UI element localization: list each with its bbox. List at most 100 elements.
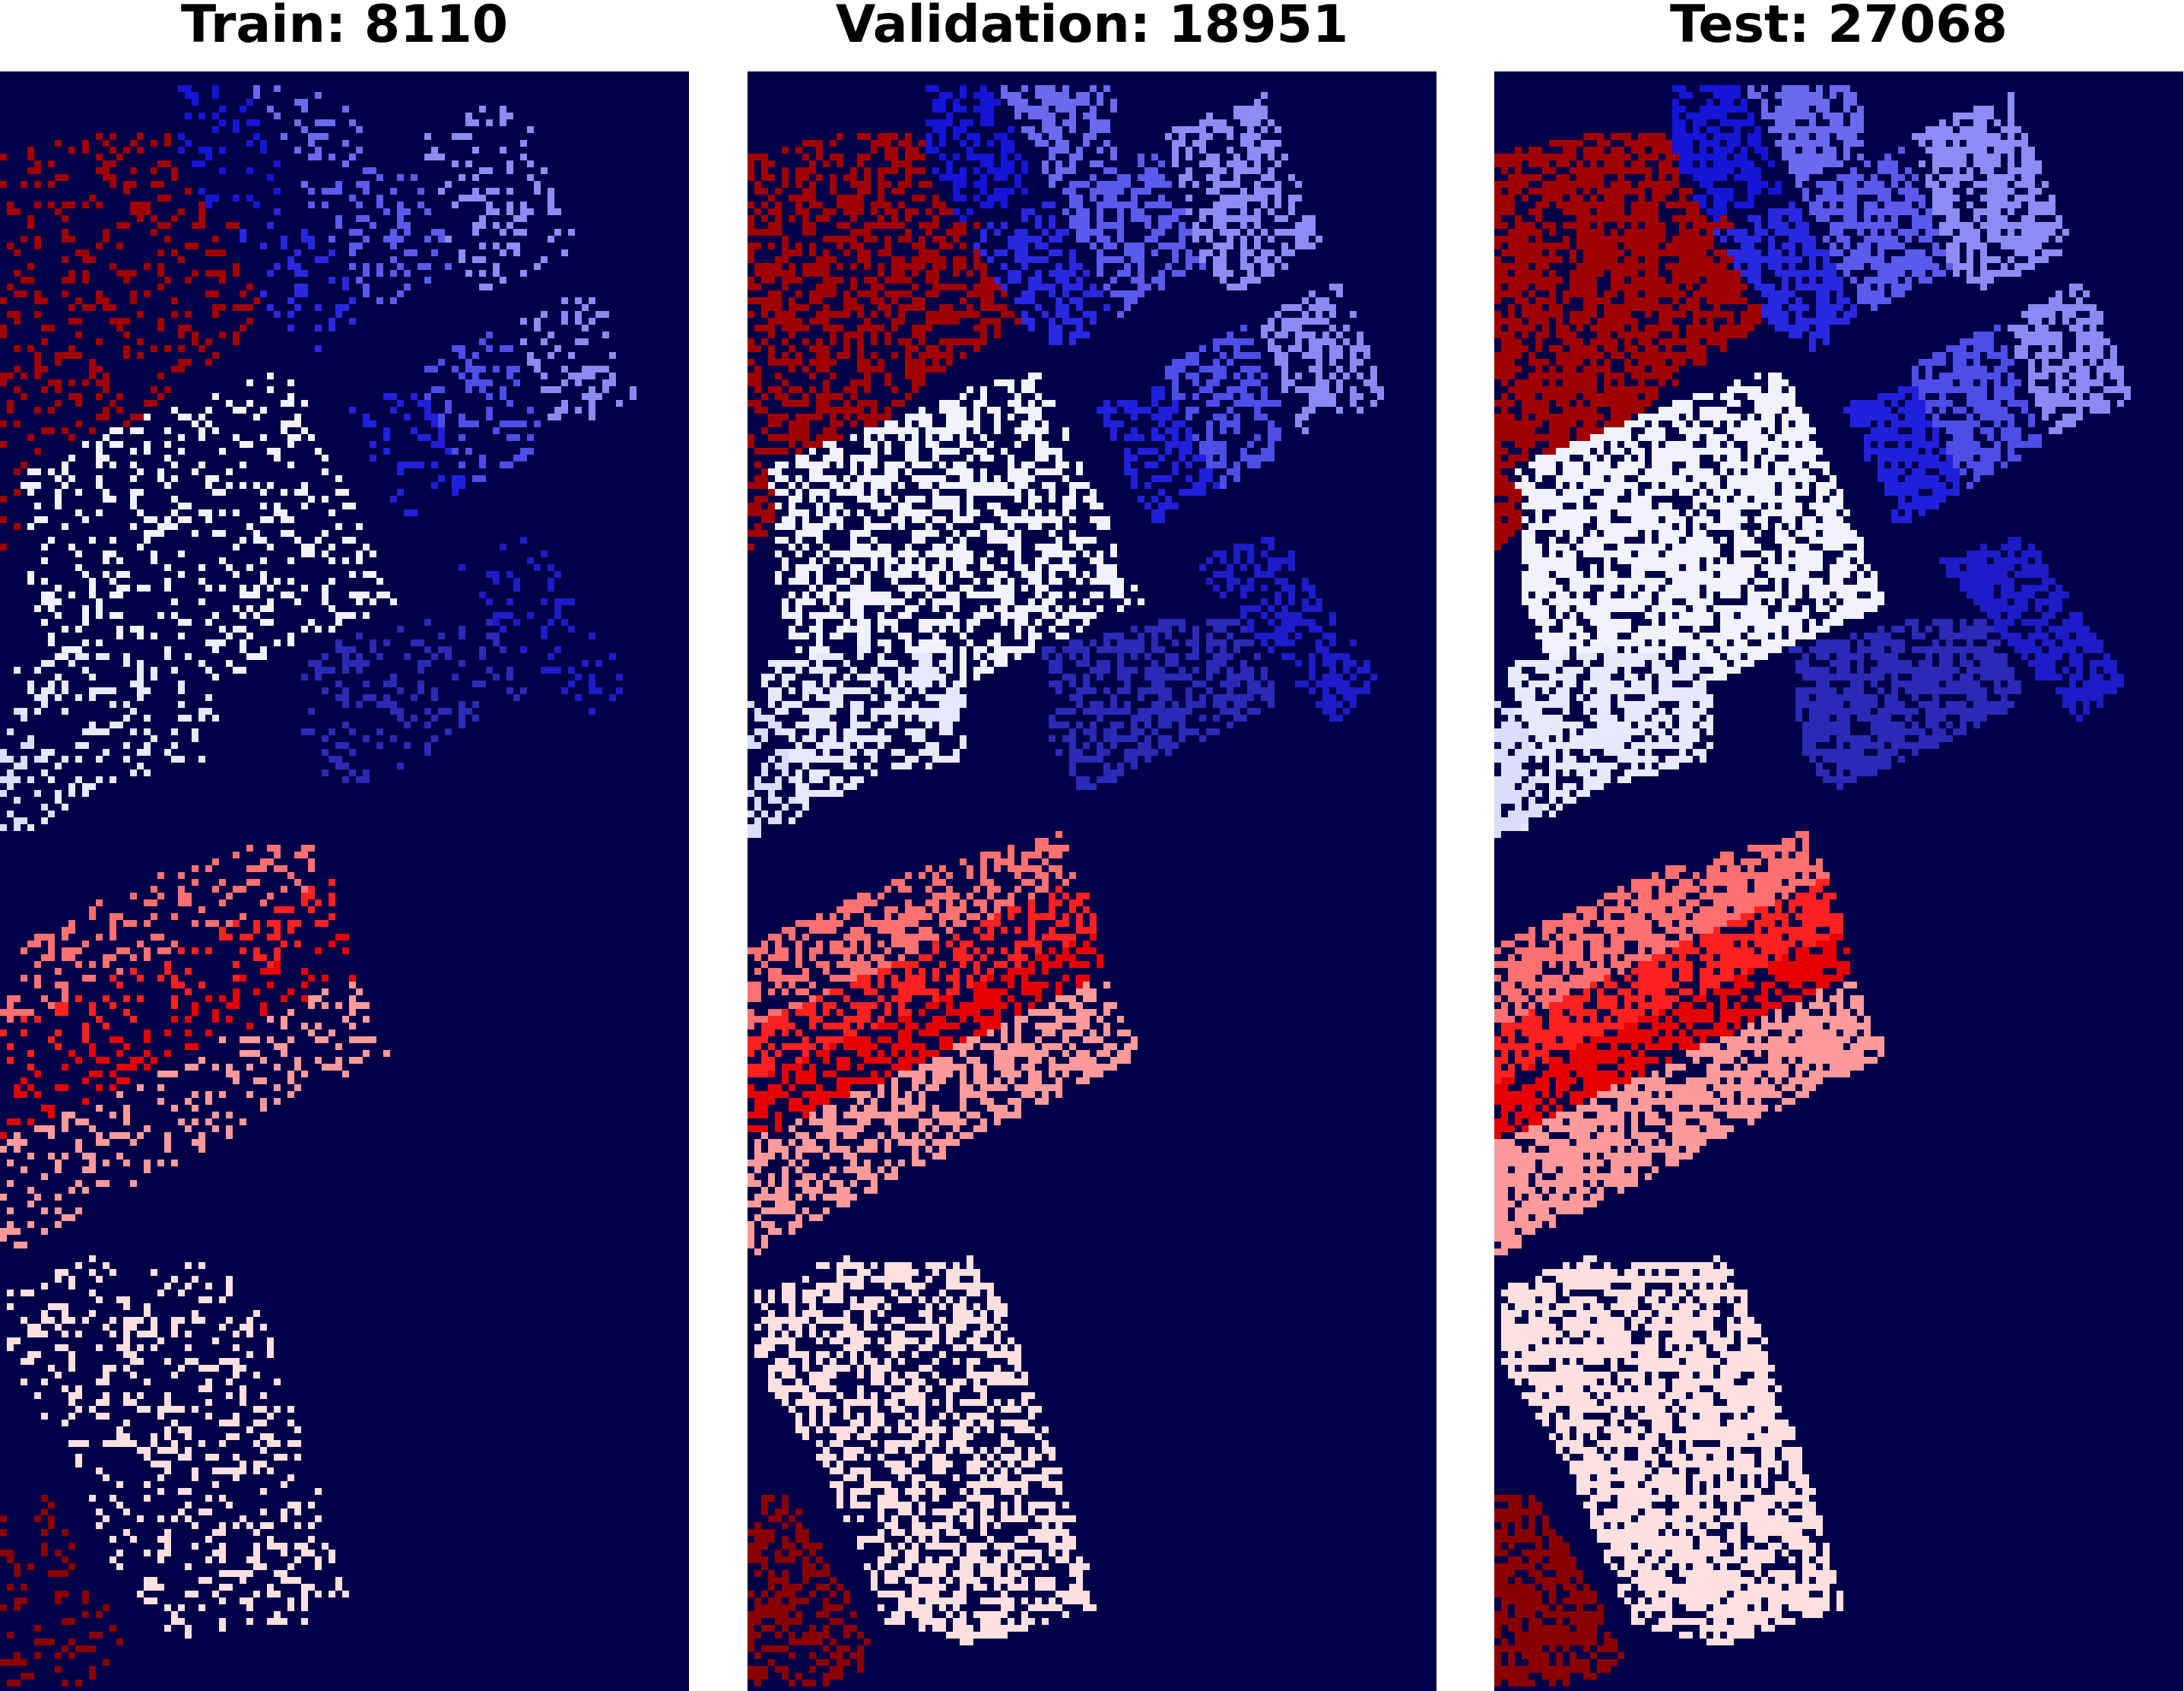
labeled-pixel [1316, 393, 1322, 400]
labeled-pixel [802, 263, 809, 270]
labeled-pixel [1206, 208, 1213, 215]
labeled-pixel [1240, 338, 1247, 345]
labeled-pixel [226, 1392, 233, 1399]
labeled-pixel [205, 290, 212, 297]
labeled-pixel [534, 564, 541, 571]
labeled-pixel [891, 427, 898, 434]
labeled-pixel [493, 222, 500, 229]
labeled-pixel [479, 195, 486, 201]
labeled-pixel [212, 858, 219, 865]
labeled-pixel [1021, 434, 1028, 441]
labeled-pixel [850, 379, 857, 386]
labeled-pixel [493, 571, 500, 578]
labeled-pixel [1179, 366, 1186, 373]
labeled-pixel [116, 427, 123, 434]
labeled-pixel [335, 646, 342, 653]
labeled-pixel [850, 215, 857, 222]
labeled-pixel [349, 769, 356, 776]
labeled-pixel [1110, 201, 1117, 208]
labeled-pixel [157, 872, 164, 879]
labeled-pixel [946, 318, 953, 325]
labeled-pixel [308, 1522, 315, 1529]
labeled-pixel [1240, 140, 1247, 147]
labeled-pixel [21, 277, 27, 284]
labeled-pixel [1179, 393, 1186, 400]
labeled-pixel [1028, 400, 1035, 407]
labeled-pixel [89, 1153, 96, 1160]
labeled-pixel [465, 366, 472, 373]
labeled-pixel [775, 311, 782, 318]
labeled-pixel [884, 592, 891, 598]
labeled-pixel [905, 366, 912, 373]
labeled-pixel [1357, 373, 1363, 379]
labeled-pixel [185, 1358, 192, 1365]
labeled-pixel [274, 455, 281, 462]
labeled-pixel [1049, 99, 1055, 106]
labeled-pixel [0, 1529, 7, 1536]
labeled-pixel [486, 208, 493, 215]
labeled-pixel [198, 509, 205, 516]
labeled-pixel [123, 222, 130, 229]
labeled-pixel [932, 263, 939, 270]
labeled-pixel [850, 277, 857, 284]
labeled-pixel [1336, 332, 1343, 338]
labeled-pixel [68, 1351, 75, 1358]
labeled-pixel [1110, 188, 1117, 195]
labeled-pixel [315, 1057, 322, 1064]
labeled-pixel [212, 85, 219, 92]
labeled-pixel [342, 489, 349, 496]
labeled-pixel [1001, 154, 1008, 160]
labeled-pixel [363, 188, 370, 195]
labeled-pixel [226, 1317, 233, 1324]
labeled-pixel [7, 400, 14, 407]
labeled-pixel [816, 174, 823, 181]
labeled-pixel [1069, 215, 1076, 222]
labeled-pixel [748, 284, 754, 290]
labeled-pixel [397, 263, 404, 270]
labeled-pixel [103, 687, 110, 694]
labeled-pixel [1124, 400, 1131, 407]
labeled-pixel [34, 694, 41, 701]
labeled-pixel [281, 1043, 287, 1050]
labeled-pixel [486, 393, 493, 400]
labeled-pixel [602, 379, 609, 386]
labeled-pixel [212, 352, 219, 359]
labeled-pixel [816, 503, 823, 509]
labeled-pixel [253, 1461, 260, 1467]
labeled-pixel [795, 571, 802, 578]
labeled-pixel [68, 379, 75, 386]
labeled-pixel [219, 1570, 226, 1577]
labeled-pixel [864, 290, 871, 297]
labeled-pixel [1247, 277, 1254, 284]
labeled-pixel [1377, 393, 1384, 400]
labeled-pixel [198, 462, 205, 468]
labeled-pixel [82, 941, 89, 947]
labeled-pixel [1206, 188, 1213, 195]
labeled-pixel [864, 181, 871, 188]
labeled-pixel [390, 496, 397, 503]
labeled-pixel [960, 229, 967, 236]
labeled-pixel [198, 208, 205, 215]
labeled-pixel [1363, 379, 1370, 386]
labeled-pixel [171, 1515, 178, 1522]
labeled-pixel [1144, 462, 1151, 468]
labeled-pixel [809, 489, 816, 496]
labeled-pixel [802, 338, 809, 345]
labeled-pixel [62, 1344, 68, 1351]
labeled-pixel [830, 277, 836, 284]
labeled-pixel [1117, 181, 1124, 188]
labeled-pixel [41, 749, 48, 756]
labeled-pixel [171, 995, 178, 1002]
labeled-pixel [506, 208, 513, 215]
labeled-pixel [157, 195, 164, 201]
labeled-pixel [1151, 229, 1158, 236]
labeled-pixel [1199, 263, 1206, 270]
labeled-pixel [1103, 222, 1110, 229]
labeled-pixel [782, 379, 789, 386]
labeled-pixel [1055, 126, 1062, 133]
labeled-pixel [1028, 208, 1035, 215]
labeled-pixel [1069, 297, 1076, 304]
labeled-pixel [55, 503, 62, 509]
labeled-pixel [164, 1283, 171, 1290]
labeled-pixel [1028, 133, 1035, 140]
